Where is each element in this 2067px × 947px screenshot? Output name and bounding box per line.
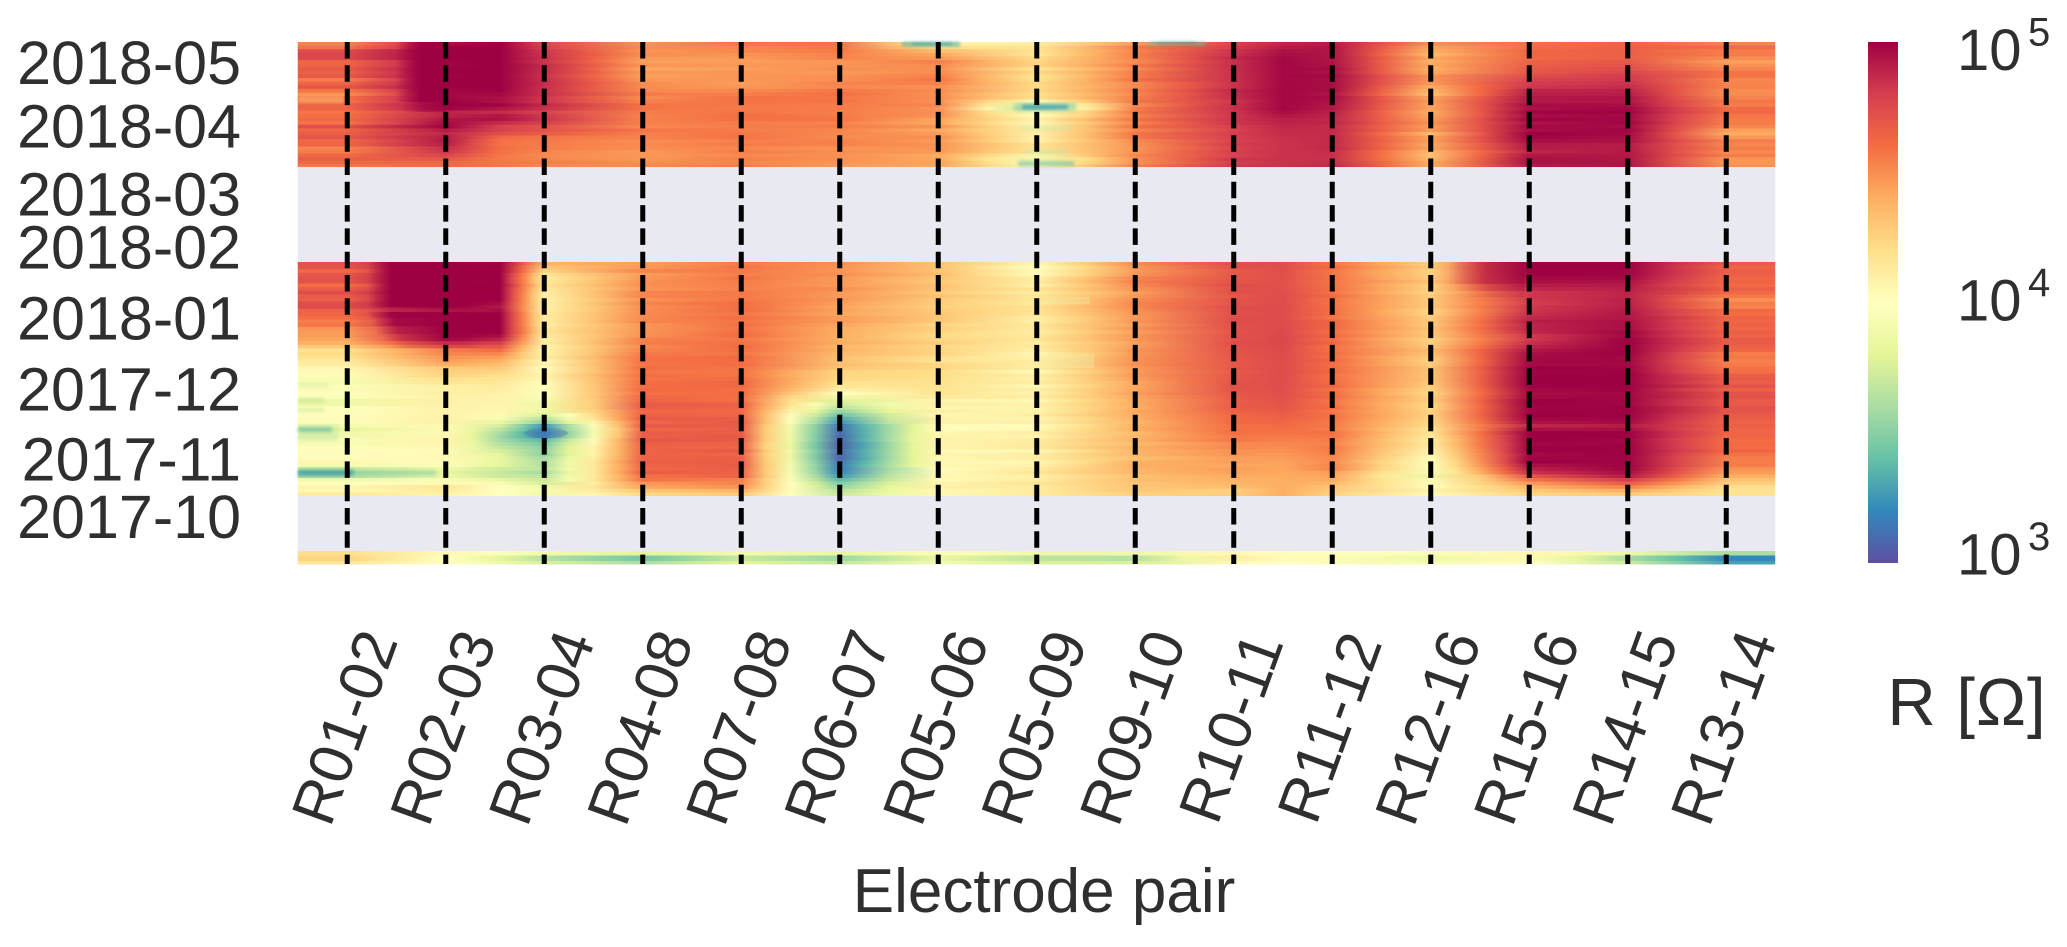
svg-text:4: 4 (2028, 261, 2050, 305)
svg-text:10: 10 (1957, 522, 2022, 587)
svg-text:2018-03: 2018-03 (17, 160, 241, 228)
svg-text:2018-05: 2018-05 (17, 29, 241, 97)
svg-text:3: 3 (2028, 515, 2050, 559)
svg-text:2017-12: 2017-12 (17, 356, 241, 424)
svg-text:R [Ω]: R [Ω] (1887, 665, 2046, 740)
svg-text:2018-01: 2018-01 (17, 284, 241, 352)
svg-text:2018-02: 2018-02 (17, 214, 241, 282)
svg-text:10: 10 (1957, 268, 2022, 333)
svg-text:2018-04: 2018-04 (17, 93, 241, 161)
svg-text:5: 5 (2028, 10, 2050, 54)
svg-text:10: 10 (1957, 18, 2022, 83)
svg-text:2017-11: 2017-11 (22, 425, 241, 493)
svg-text:2017-10: 2017-10 (17, 483, 241, 551)
svg-text:Electrode pair: Electrode pair (853, 857, 1236, 926)
